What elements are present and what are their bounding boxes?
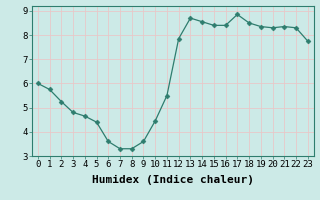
X-axis label: Humidex (Indice chaleur): Humidex (Indice chaleur): [92, 175, 254, 185]
